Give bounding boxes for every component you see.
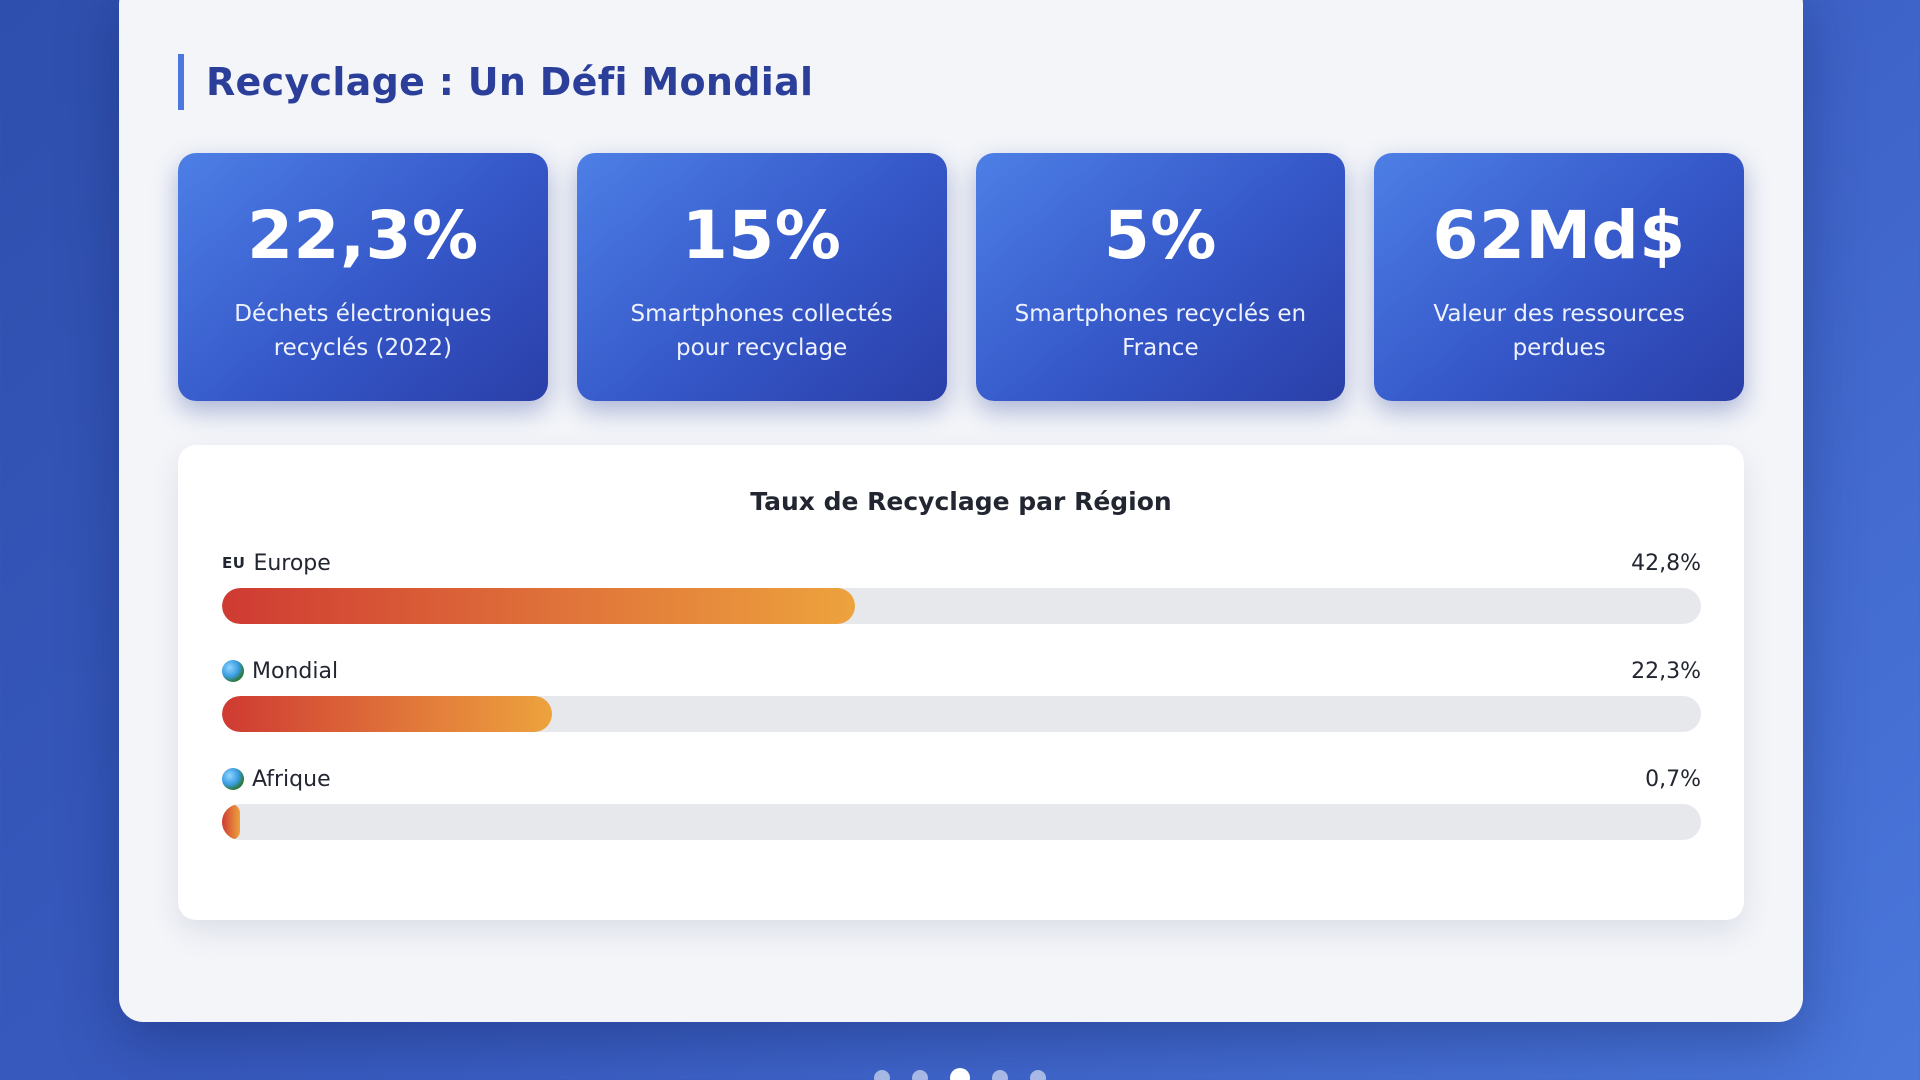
stat-value: 5% xyxy=(1103,197,1217,274)
stat-value: 62Md$ xyxy=(1432,197,1686,274)
bar-track xyxy=(222,804,1701,840)
bar-value-label: 22,3% xyxy=(1631,658,1701,684)
stat-value: 22,3% xyxy=(247,197,479,274)
bar-fill xyxy=(222,696,552,732)
pagination-dot[interactable] xyxy=(992,1070,1008,1080)
stat-card-smartphones-france: 5% Smartphones recyclés en France xyxy=(975,153,1346,401)
stats-row: 22,3% Déchets électroniques recyclés (20… xyxy=(178,153,1744,401)
recycling-chart-panel: Taux de Recyclage par Région EU Europe 4… xyxy=(178,445,1744,920)
chart-title: Taux de Recyclage par Région xyxy=(750,487,1172,516)
slide-title: Recyclage : Un Défi Mondial xyxy=(206,60,814,104)
slide-card: Recyclage : Un Défi Mondial 22,3% Déchet… xyxy=(119,0,1803,1022)
stat-label: Valeur des ressources perdues xyxy=(1433,301,1685,361)
bar-track xyxy=(222,588,1701,624)
bar-value-label: 0,7% xyxy=(1645,766,1701,792)
stat-card-smartphones-collected: 15% Smartphones collectés pour recyclage xyxy=(576,153,947,401)
bar-row-afrique: Afrique 0,7% xyxy=(222,763,1701,843)
stat-card-ewaste: 22,3% Déchets électroniques recyclés (20… xyxy=(178,153,548,401)
bar-fill xyxy=(222,588,855,624)
bar-fill xyxy=(222,804,240,840)
bar-label: Mondial xyxy=(252,658,339,684)
stat-label: Smartphones recyclés en France xyxy=(1014,301,1307,361)
bar-row-mondial: Mondial 22,3% xyxy=(222,655,1701,735)
pagination-dot[interactable] xyxy=(1030,1070,1046,1080)
globe-icon xyxy=(222,768,244,790)
bar-track xyxy=(222,696,1701,732)
stat-card-lost-value: 62Md$ Valeur des ressources perdues xyxy=(1374,153,1744,401)
pagination-dot[interactable] xyxy=(950,1068,970,1080)
bar-row-europe: EU Europe 42,8% xyxy=(222,547,1701,627)
pagination-dot[interactable] xyxy=(912,1070,928,1080)
bar-label: Afrique xyxy=(252,766,331,792)
slide-pagination xyxy=(0,1068,1920,1080)
bar-label: Europe xyxy=(253,550,331,576)
pagination-dot[interactable] xyxy=(874,1070,890,1080)
bar-value-label: 42,8% xyxy=(1631,550,1701,576)
stat-label: Smartphones collectés pour recyclage xyxy=(630,301,893,361)
globe-icon xyxy=(222,660,244,682)
title-accent-bar: Recyclage : Un Défi Mondial xyxy=(178,54,813,110)
eu-flag-icon: EU xyxy=(222,554,246,572)
stat-value: 15% xyxy=(681,197,842,274)
stat-label: Déchets électroniques recyclés (2022) xyxy=(234,301,492,361)
